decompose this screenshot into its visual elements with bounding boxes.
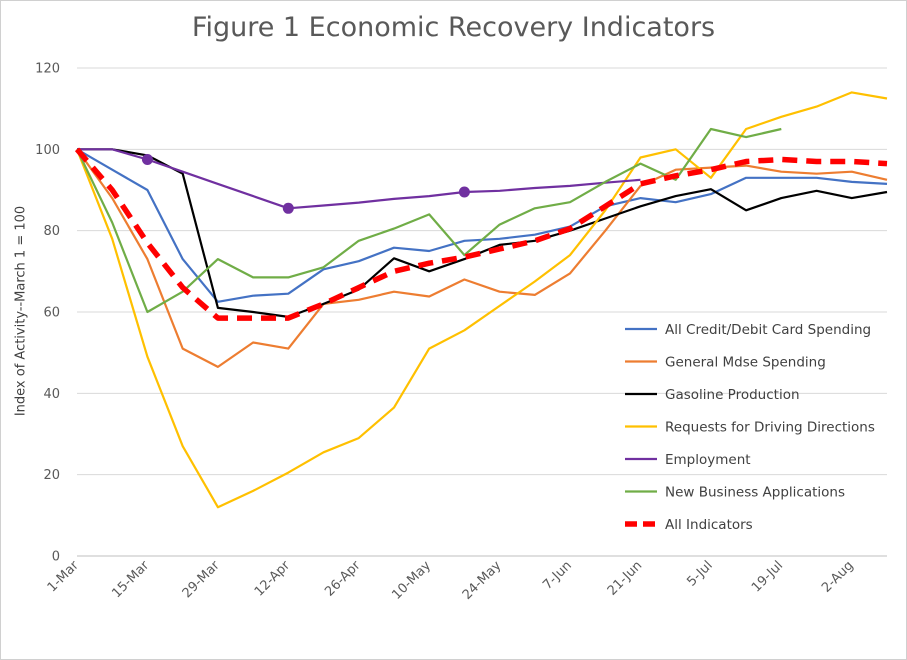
y-tick-label: 20 (43, 468, 60, 483)
chart-title: Figure 1 Economic Recovery Indicators (191, 12, 716, 43)
series-line-0 (76, 148, 888, 303)
series-line-1 (76, 148, 888, 368)
legend-label: New Business Applications (665, 485, 845, 501)
x-tick-label: 26-Apr (322, 558, 364, 600)
x-tick-label: 21-Jun (605, 558, 646, 599)
y-tick-label: 80 (43, 224, 60, 239)
legend: All Credit/Debit Card Spending General Md… (625, 322, 875, 533)
series-marker (458, 186, 470, 198)
y-tick-label: 120 (35, 62, 60, 77)
y-tick-label: 60 (43, 306, 60, 321)
series-line-5 (76, 127, 782, 314)
x-tick-label: 1-Mar (45, 558, 83, 596)
x-tick-label: 29-Mar (180, 558, 223, 601)
y-tick-label: 0 (52, 550, 60, 565)
x-tick-label: 7-Jun (540, 558, 575, 593)
x-tick-label: 24-May (460, 558, 505, 603)
series-line-2 (77, 148, 888, 318)
x-tick-label: 2-Aug (819, 558, 857, 596)
x-tick-label: 5-Jul (684, 558, 715, 589)
series-markers (141, 154, 470, 214)
legend-label: General Mdse Spending (665, 355, 826, 371)
y-tick-labels: 0 20 40 60 80 100 120 (35, 62, 60, 565)
series-lines (74, 91, 888, 509)
series-line-4 (77, 148, 641, 210)
legend-label: All Credit/Debit Card Spending (665, 322, 871, 338)
legend-label: Gasoline Production (665, 387, 800, 403)
x-tick-label: 19-Jul (749, 558, 786, 595)
x-tick-label: 15-Mar (109, 558, 152, 601)
series-marker (282, 202, 294, 214)
x-tick-labels: 1-Mar 15-Mar 29-Mar 12-Apr 26-Apr 10-May 24-Ma… (45, 558, 857, 603)
y-tick-label: 40 (43, 387, 60, 402)
y-tick-label: 100 (35, 143, 60, 158)
series-line-3 (75, 91, 888, 509)
legend-label: Requests for Driving Directions (665, 420, 875, 436)
grid-lines (77, 67, 887, 557)
legend-label: All Indicators (665, 517, 753, 533)
series-marker (141, 154, 153, 165)
x-tick-label: 10-May (389, 558, 434, 603)
x-tick-label: 12-Apr (252, 558, 294, 600)
legend-label: Employment (665, 452, 751, 468)
